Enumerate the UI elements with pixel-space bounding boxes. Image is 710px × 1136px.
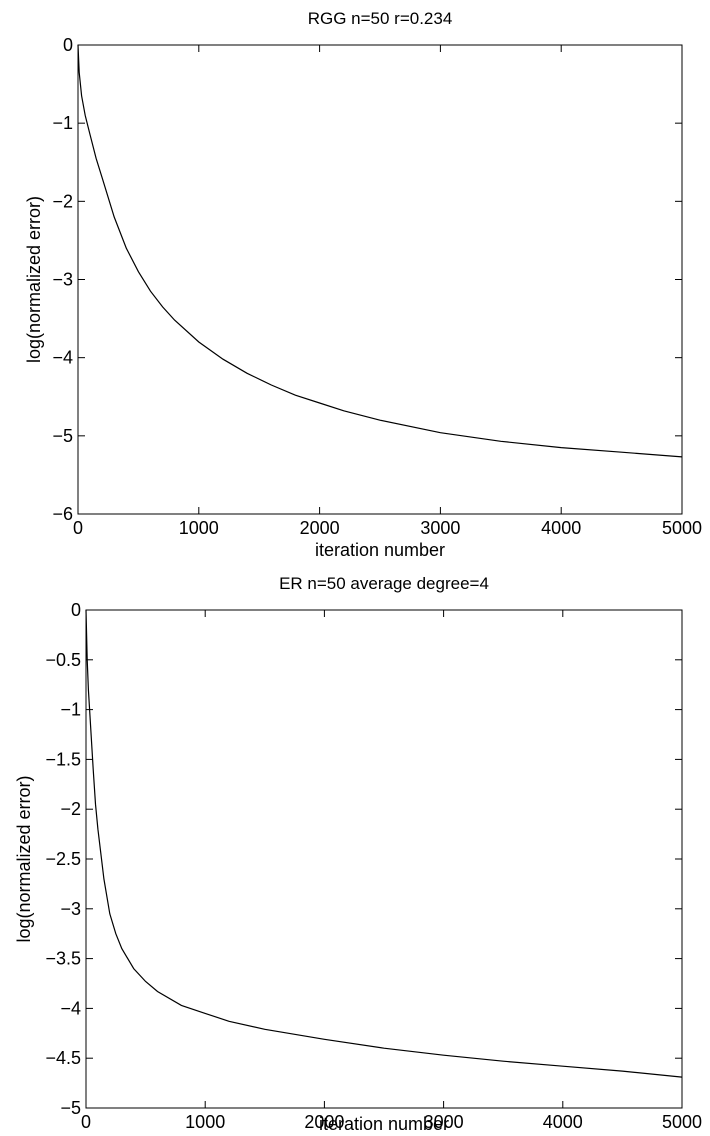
x-tick-label: 1000 — [179, 518, 219, 538]
y-tick-label: −5 — [60, 1098, 81, 1118]
x-axis-label: iteration number — [315, 540, 445, 560]
y-tick-label: −5 — [52, 426, 73, 446]
y-tick-label: −2.5 — [45, 849, 81, 869]
y-tick-label: 0 — [63, 35, 73, 55]
x-tick-label: 3000 — [420, 518, 460, 538]
x-tick-label: 4000 — [543, 1112, 583, 1132]
axes-frame — [77, 44, 683, 515]
y-tick-label: −2 — [52, 191, 73, 211]
y-tick-label: −2 — [60, 799, 81, 819]
series-line — [85, 609, 683, 1078]
y-axis-label: log(normalized error) — [14, 775, 34, 942]
y-tick-label: −0.5 — [45, 650, 81, 670]
series-line — [77, 44, 683, 458]
y-tick-label: −1 — [52, 113, 73, 133]
y-tick-label: −3.5 — [45, 949, 81, 969]
x-tick-label: 5000 — [662, 518, 702, 538]
x-tick-label: 4000 — [541, 518, 581, 538]
x-tick-label: 3000 — [424, 1112, 464, 1132]
y-tick-label: −4.5 — [45, 1048, 81, 1068]
x-tick-label: 0 — [73, 518, 83, 538]
x-tick-label: 2000 — [300, 518, 340, 538]
y-tick-label: −4 — [60, 998, 81, 1018]
x-axis-label: iteration number — [319, 1114, 449, 1134]
chart-panel-top: 0 1000 2000 3000 4000 5000 −6 −5 −4 −3 −2 −1 0 RGG n=… — [24, 9, 702, 560]
x-tick-label: 1000 — [185, 1112, 225, 1132]
chart-panel-bottom: 0 1000 2000 3000 4000 5000 −5 −4.5 −4 −3.5 −3 −2.5 −… — [14, 574, 702, 1134]
y-tick-label: 0 — [71, 600, 81, 620]
y-tick-label: −3 — [60, 899, 81, 919]
y-axis-label: log(normalized error) — [24, 196, 44, 363]
y-tick-label: −1.5 — [45, 749, 81, 769]
chart-title: RGG n=50 r=0.234 — [308, 9, 453, 28]
x-tick-label: 0 — [81, 1112, 91, 1132]
chart-title: ER n=50 average degree=4 — [279, 574, 489, 593]
x-tick-label: 2000 — [304, 1112, 344, 1132]
y-tick-label: −1 — [60, 700, 81, 720]
y-tick-label: −6 — [52, 504, 73, 524]
y-tick-label: −4 — [52, 348, 73, 368]
y-tick-label: −3 — [52, 270, 73, 290]
x-tick-label: 5000 — [662, 1112, 702, 1132]
axes-frame — [85, 609, 683, 1109]
